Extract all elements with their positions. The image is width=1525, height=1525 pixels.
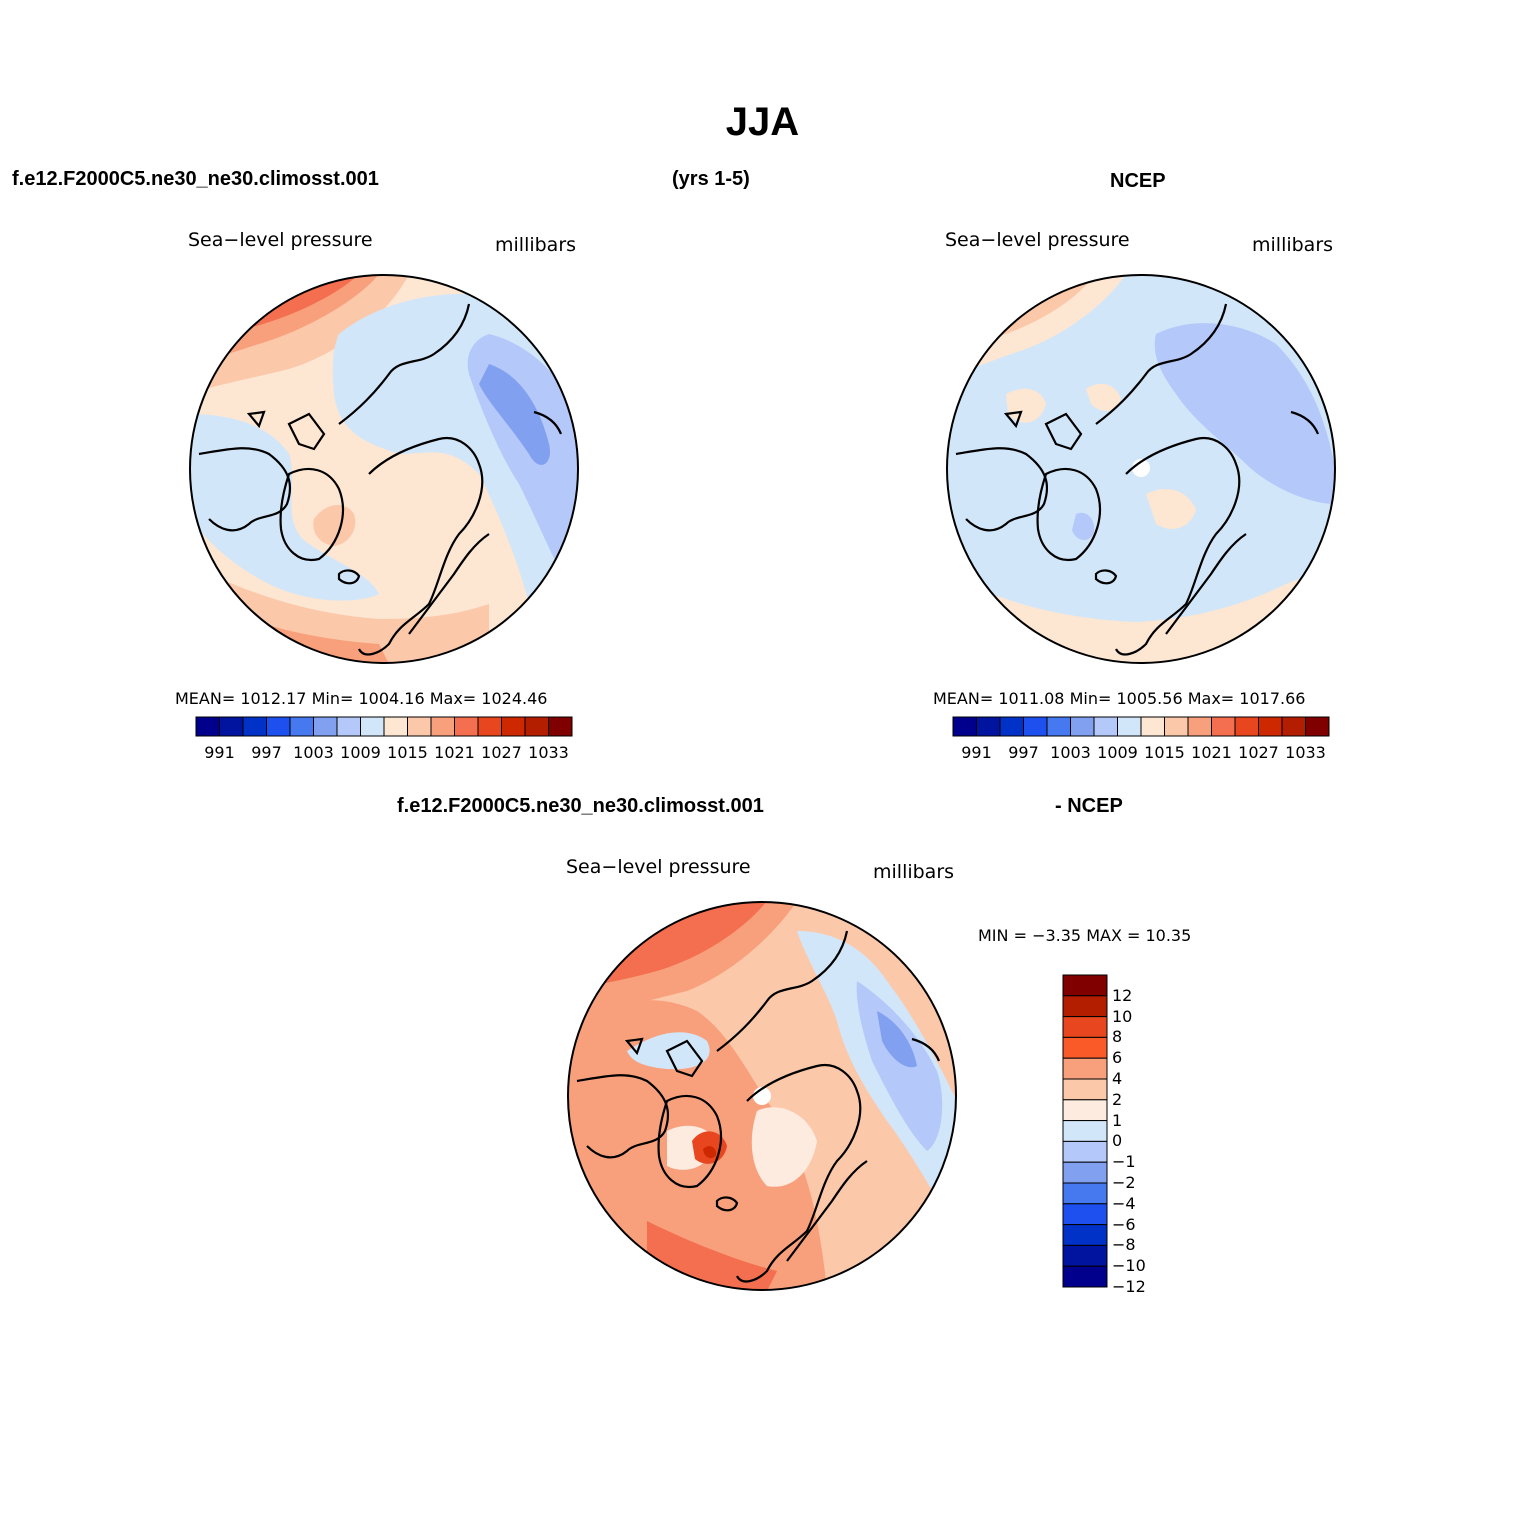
colorbar-swatch: [1117, 716, 1142, 737]
colorbar-swatch: [524, 716, 549, 737]
colorbar-swatch: [1062, 1182, 1108, 1205]
colorbar-tick-label: 1027: [481, 743, 522, 762]
colorbar-swatch: [313, 716, 338, 737]
colorbar-tick-label: −1: [1112, 1152, 1136, 1172]
panel1-colorbar: [195, 716, 573, 737]
colorbar-swatch: [1062, 1140, 1108, 1163]
colorbar-tick-label: 1003: [293, 743, 334, 762]
colorbar-tick-label: 1033: [1285, 743, 1326, 762]
colorbar-tick-label: 1009: [340, 743, 381, 762]
colorbar-tick-label: 1009: [1097, 743, 1138, 762]
colorbar-swatch: [219, 716, 244, 737]
panel2-colorbar: [952, 716, 1330, 737]
colorbar-swatch: [1062, 1078, 1108, 1101]
top-mid-header: (yrs 1-5): [672, 168, 750, 190]
colorbar-swatch: [976, 716, 1001, 737]
colorbar-swatch: [1093, 716, 1118, 737]
colorbar-swatch: [548, 716, 573, 737]
colorbar-tick-label: −6: [1112, 1214, 1136, 1234]
colorbar-swatch: [1062, 1244, 1108, 1267]
colorbar-swatch: [336, 716, 361, 737]
top-right-header: NCEP: [1110, 170, 1166, 192]
colorbar-swatch: [266, 716, 291, 737]
colorbar-tick-label: 1015: [387, 743, 428, 762]
colorbar-tick-label: −10: [1112, 1256, 1146, 1276]
colorbar-swatch: [1164, 716, 1189, 737]
colorbar-tick-label: 1027: [1238, 743, 1279, 762]
colorbar-swatch: [195, 716, 220, 737]
colorbar-swatch: [289, 716, 314, 737]
colorbar-swatch: [1187, 716, 1212, 737]
colorbar-swatch: [1070, 716, 1095, 737]
colorbar-swatch: [360, 716, 385, 737]
colorbar-swatch: [1062, 1120, 1108, 1142]
panel3-field-label: Sea−level pressure: [566, 856, 751, 878]
colorbar-swatch: [1062, 1224, 1108, 1246]
colorbar-swatch: [1258, 716, 1283, 737]
panel1-field-label: Sea−level pressure: [188, 229, 373, 251]
panel3-map: [567, 901, 957, 1291]
colorbar-swatch: [952, 716, 977, 737]
colorbar-swatch: [1140, 716, 1165, 737]
colorbar-tick-label: 12: [1112, 985, 1133, 1005]
colorbar-tick-label: 0: [1112, 1131, 1123, 1151]
colorbar-swatch: [999, 716, 1024, 737]
colorbar-swatch: [454, 716, 479, 737]
panel3-units-label: millibars: [873, 861, 955, 883]
colorbar-swatch: [1305, 716, 1330, 737]
colorbar-tick-label: 1: [1112, 1110, 1123, 1130]
top-left-header: f.e12.F2000C5.ne30_ne30.climosst.001: [12, 168, 379, 190]
bottom-header-right: - NCEP: [1055, 795, 1123, 817]
colorbar-tick-label: −8: [1112, 1235, 1136, 1255]
colorbar-swatch: [501, 716, 526, 737]
colorbar-tick-label: 6: [1112, 1048, 1123, 1068]
panel1-units-label: millibars: [495, 234, 577, 256]
colorbar-tick-label: −4: [1112, 1193, 1136, 1213]
panel3-colorbar: [1062, 974, 1108, 1288]
colorbar-swatch: [1062, 1265, 1108, 1288]
colorbar-tick-label: 1021: [1191, 743, 1232, 762]
colorbar-tick-label: 1003: [1050, 743, 1091, 762]
colorbar-swatch: [1062, 1161, 1108, 1184]
colorbar-tick-label: 991: [961, 743, 992, 762]
colorbar-swatch: [1281, 716, 1306, 737]
colorbar-tick-label: 10: [1112, 1006, 1133, 1026]
colorbar-swatch: [1211, 716, 1236, 737]
colorbar-swatch: [1023, 716, 1048, 737]
colorbar-swatch: [1062, 1016, 1108, 1038]
colorbar-swatch: [383, 716, 408, 737]
colorbar-swatch: [477, 716, 502, 737]
colorbar-tick-label: 1033: [528, 743, 569, 762]
panel2-units-label: millibars: [1252, 234, 1334, 256]
colorbar-tick-label: 997: [251, 743, 282, 762]
panel3-stats: MIN = −3.35 MAX = 10.35: [978, 926, 1192, 945]
colorbar-tick-label: −12: [1112, 1277, 1146, 1296]
colorbar-tick-label: 4: [1112, 1069, 1123, 1088]
panel2-map: [946, 274, 1336, 664]
colorbar-swatch: [1062, 1057, 1108, 1080]
panel2-field-label: Sea−level pressure: [945, 229, 1130, 251]
colorbar-swatch: [242, 716, 267, 737]
panel1-map: [189, 274, 579, 664]
colorbar-swatch: [1234, 716, 1259, 737]
colorbar-tick-label: 991: [204, 743, 235, 762]
colorbar-tick-label: 1021: [434, 743, 475, 762]
figure-title: JJA: [725, 100, 800, 144]
colorbar-swatch: [1046, 716, 1071, 737]
colorbar-tick-label: −2: [1112, 1173, 1136, 1192]
colorbar-swatch: [407, 716, 432, 737]
panel1-stats: MEAN= 1012.17 Min= 1004.16 Max= 1024.46: [175, 689, 548, 708]
colorbar-tick-label: 2: [1112, 1089, 1123, 1109]
colorbar-tick-label: 1015: [1144, 743, 1185, 762]
colorbar-swatch: [1062, 1099, 1108, 1122]
colorbar-tick-label: 8: [1112, 1027, 1123, 1047]
colorbar-swatch: [1062, 995, 1108, 1018]
colorbar-swatch: [1062, 1203, 1108, 1226]
bottom-header-left: f.e12.F2000C5.ne30_ne30.climosst.001: [397, 795, 764, 817]
colorbar-swatch: [430, 716, 455, 737]
colorbar-swatch: [1062, 974, 1108, 997]
colorbar-tick-label: 997: [1008, 743, 1039, 762]
panel2-stats: MEAN= 1011.08 Min= 1005.56 Max= 1017.66: [933, 689, 1306, 708]
colorbar-swatch: [1062, 1036, 1108, 1059]
